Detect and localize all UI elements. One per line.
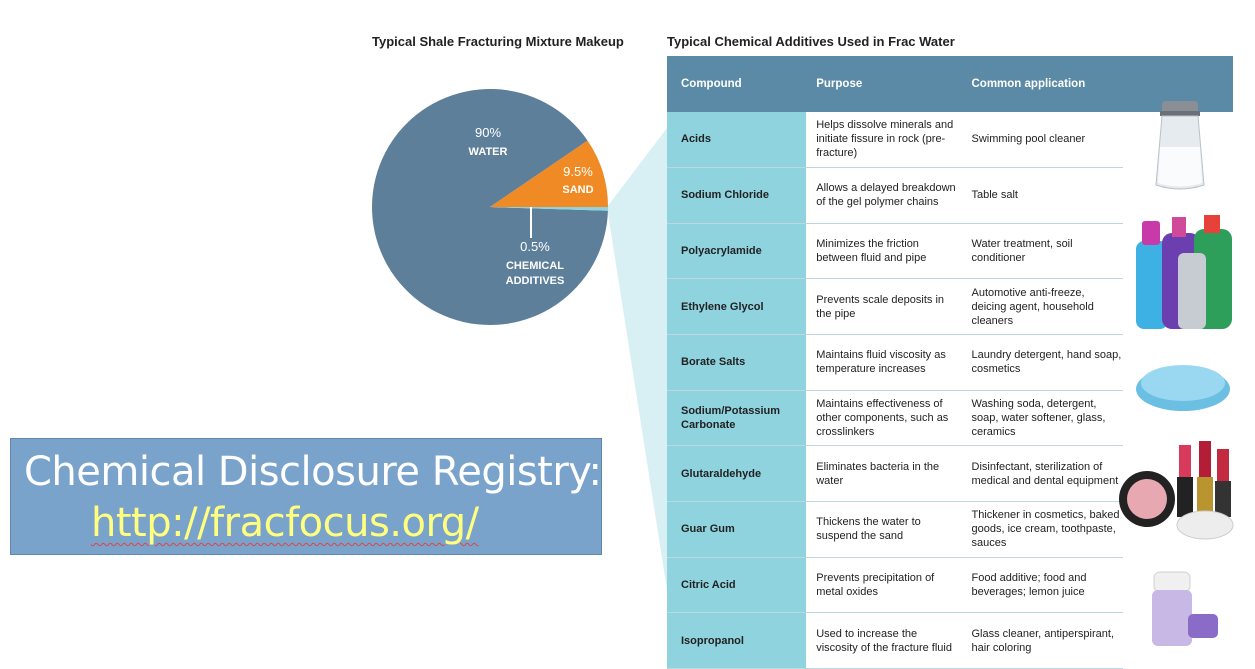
water-pct-label: 90% [475,125,501,140]
salt-shaker-icon [1155,101,1205,190]
application-cell: Laundry detergent, hand soap, cosmetics [961,334,1123,391]
purpose-cell: Minimizes the friction between fluid and… [806,223,962,280]
additives-pct-label: 0.5% [520,239,550,254]
sand-label: SAND [562,184,593,196]
purpose-cell: Prevents scale deposits in the pipe [806,278,962,335]
compound-cell: Ethylene Glycol [667,278,807,335]
application-cell: Table salt [961,167,1123,224]
chemical-additives-funnel [607,128,667,590]
additives-label-line2: ADDITIVES [506,275,565,287]
table-row: Borate Salts Maintains fluid viscosity as… [667,334,1233,391]
compound-cell: Borate Salts [667,334,807,391]
compound-cell: Acids [667,111,807,168]
pie-chart: 90% WATER 9.5% SAND 0.5% CHEMICAL ADDITI… [372,89,667,590]
additives-table: Compound Purpose Common application Acid… [667,56,1233,669]
compound-cell: Polyacrylamide [667,223,807,280]
application-cell: Thickener in cosmetics, baked goods, ice… [961,501,1123,558]
application-cell: Swimming pool cleaner [961,111,1123,168]
application-cell: Water treatment, soil conditioner [961,223,1123,280]
application-cell: Automotive anti-freeze, deicing agent, h… [961,278,1123,335]
application-cell: Food additive; food and beverages; lemon… [961,557,1123,614]
table-header-row: Compound Purpose Common application [667,56,1233,112]
table-row: Polyacrylamide Minimizes the friction bet… [667,223,1233,280]
compound-cell: Sodium/Potassium Carbonate [667,390,807,447]
registry-title: Chemical Disclosure Registry: [24,449,602,495]
compound-cell: Guar Gum [667,501,807,558]
header-purpose: Purpose [806,56,962,112]
cosmetics-icon [1119,441,1234,540]
table-row: Acids Helps dissolve minerals and initiat… [667,111,1233,168]
water-label: WATER [469,146,508,158]
table-row: Ethylene Glycol Prevents scale deposits i… [667,278,1233,335]
cleaning-bottles-icon [1136,215,1232,329]
header-compound: Compound [667,56,807,112]
pie-chart-title: Typical Shale Fracturing Mixture Makeup [372,34,624,49]
table-title: Typical Chemical Additives Used in Frac … [667,34,955,49]
compound-cell: Sodium Chloride [667,167,807,224]
header-application: Common application [961,56,1123,112]
table-row: Sodium Chloride Allows a delayed breakdow… [667,167,1233,224]
purpose-cell: Maintains effectiveness of other compone… [806,390,962,447]
sand-slice [490,140,608,207]
soap-bar-icon [1136,365,1230,411]
compound-cell: Citric Acid [667,557,807,614]
water-slice [372,89,608,326]
application-cell: Glass cleaner, antiperspirant, hair colo… [961,612,1123,669]
registry-banner: Chemical Disclosure Registry: http://fra… [10,438,602,555]
table-row: Citric Acid Prevents precipitation of met… [667,557,1233,614]
chemical-additives-slice [490,207,608,211]
purpose-cell: Prevents precipitation of metal oxides [806,557,962,614]
additives-label-line1: CHEMICAL [506,260,564,272]
application-cell: Disinfectant, sterilization of medical a… [961,445,1123,502]
purpose-cell: Allows a delayed breakdown of the gel po… [806,167,962,224]
compound-cell: Isopropanol [667,612,807,669]
deodorant-icon [1152,571,1218,646]
purpose-cell: Maintains fluid viscosity as temperature… [806,334,962,391]
table-row: Sodium/Potassium Carbonate Maintains effe… [667,390,1233,447]
purpose-cell: Thickens the water to suspend the sand [806,501,962,558]
sand-pct-label: 9.5% [563,164,593,179]
purpose-cell: Helps dissolve minerals and initiate fis… [806,111,962,168]
fracfocus-link[interactable]: http://fracfocus.org/ [91,500,479,546]
application-cell: Washing soda, detergent, soap, water sof… [961,390,1123,447]
purpose-cell: Eliminates bacteria in the water [806,445,962,502]
compound-cell: Glutaraldehyde [667,445,807,502]
purpose-cell: Used to increase the viscosity of the fr… [806,612,962,669]
